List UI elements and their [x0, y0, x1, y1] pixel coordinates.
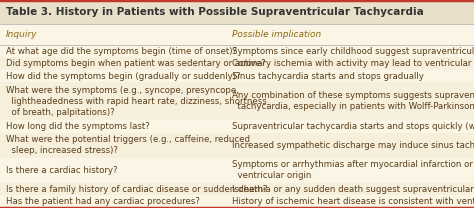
Text: How long did the symptoms last?: How long did the symptoms last?	[6, 122, 149, 131]
Text: History of ischemic heart disease is consistent with ventricular issues: History of ischemic heart disease is con…	[232, 197, 474, 206]
Text: Is there a cardiac history?: Is there a cardiac history?	[6, 166, 117, 175]
Text: At what age did the symptoms begin (time of onset)?: At what age did the symptoms begin (time…	[6, 47, 237, 56]
Text: Possible implication: Possible implication	[232, 30, 321, 39]
FancyBboxPatch shape	[0, 0, 474, 24]
FancyBboxPatch shape	[0, 133, 474, 158]
Text: How did the symptoms begin (gradually or suddenly)?: How did the symptoms begin (gradually or…	[6, 72, 240, 81]
FancyBboxPatch shape	[0, 183, 474, 196]
Text: Has the patient had any cardiac procedures?: Has the patient had any cardiac procedur…	[6, 197, 200, 206]
Text: Table 3. History in Patients with Possible Supraventricular Tachycardia: Table 3. History in Patients with Possib…	[6, 7, 423, 17]
Text: Is there a family history of cardiac disease or sudden death?: Is there a family history of cardiac dis…	[6, 185, 267, 194]
Text: Symptoms or arrhythmias after myocardial infarction or ischemia suggest
  ventri: Symptoms or arrhythmias after myocardial…	[232, 160, 474, 180]
Text: Ischemia or any sudden death suggest supraventricular tachycardia: Ischemia or any sudden death suggest sup…	[232, 185, 474, 194]
Text: Did symptoms begin when patient was sedentary or active?: Did symptoms begin when patient was sede…	[6, 59, 265, 68]
Text: Inquiry: Inquiry	[6, 30, 37, 39]
FancyBboxPatch shape	[0, 57, 474, 70]
FancyBboxPatch shape	[0, 82, 474, 120]
Text: Sinus tachycardia starts and stops gradually: Sinus tachycardia starts and stops gradu…	[232, 72, 424, 81]
Text: Any combination of these symptoms suggests supraventricular
  tachycardia, espec: Any combination of these symptoms sugges…	[232, 91, 474, 111]
Text: Increased sympathetic discharge may induce sinus tachycardia: Increased sympathetic discharge may indu…	[232, 141, 474, 150]
Text: What were the symptoms (e.g., syncope, presyncope,
  lightheadedness with rapid : What were the symptoms (e.g., syncope, p…	[6, 86, 266, 117]
Text: Symptoms since early childhood suggest supraventricular tachycardia: Symptoms since early childhood suggest s…	[232, 47, 474, 56]
Text: Coronary ischemia with activity may lead to ventricular problems: Coronary ischemia with activity may lead…	[232, 59, 474, 68]
Text: Supraventricular tachycardia starts and stops quickly (within seconds): Supraventricular tachycardia starts and …	[232, 122, 474, 131]
Text: What were the potential triggers (e.g., caffeine, reduced
  sleep, increased str: What were the potential triggers (e.g., …	[6, 135, 250, 155]
